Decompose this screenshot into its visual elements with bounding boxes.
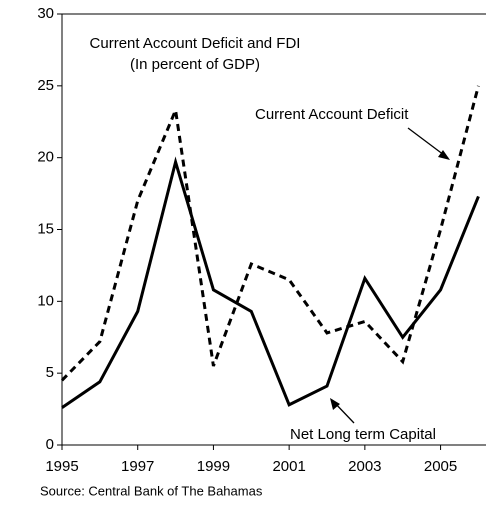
x-tick-label: 2005	[424, 458, 457, 475]
chart-title: Current Account Deficit and FDI	[90, 35, 301, 52]
series-line	[61, 156, 480, 409]
arrow-head	[330, 398, 340, 410]
series-annotation: Current Account Deficit	[255, 106, 409, 123]
series-line	[60, 85, 480, 382]
x-tick-label: 2003	[348, 458, 381, 475]
x-tick-label: 1999	[197, 458, 230, 475]
y-tick-label: 25	[37, 77, 54, 94]
y-tick-label: 10	[37, 292, 54, 309]
x-tick-label: 2001	[272, 458, 305, 475]
y-tick-label: 0	[46, 436, 54, 453]
chart-subtitle: (In percent of GDP)	[130, 56, 260, 73]
source-note: Source: Central Bank of The Bahamas	[40, 483, 263, 498]
y-tick-label: 30	[37, 5, 54, 22]
x-tick-label: 1995	[45, 458, 78, 475]
y-tick-label: 5	[46, 364, 54, 381]
y-tick-label: 15	[37, 220, 54, 237]
y-tick-label: 20	[37, 149, 54, 166]
x-tick-label: 1997	[121, 458, 154, 475]
series-annotation: Net Long term Capital	[290, 426, 436, 443]
arrow-head	[438, 150, 450, 160]
